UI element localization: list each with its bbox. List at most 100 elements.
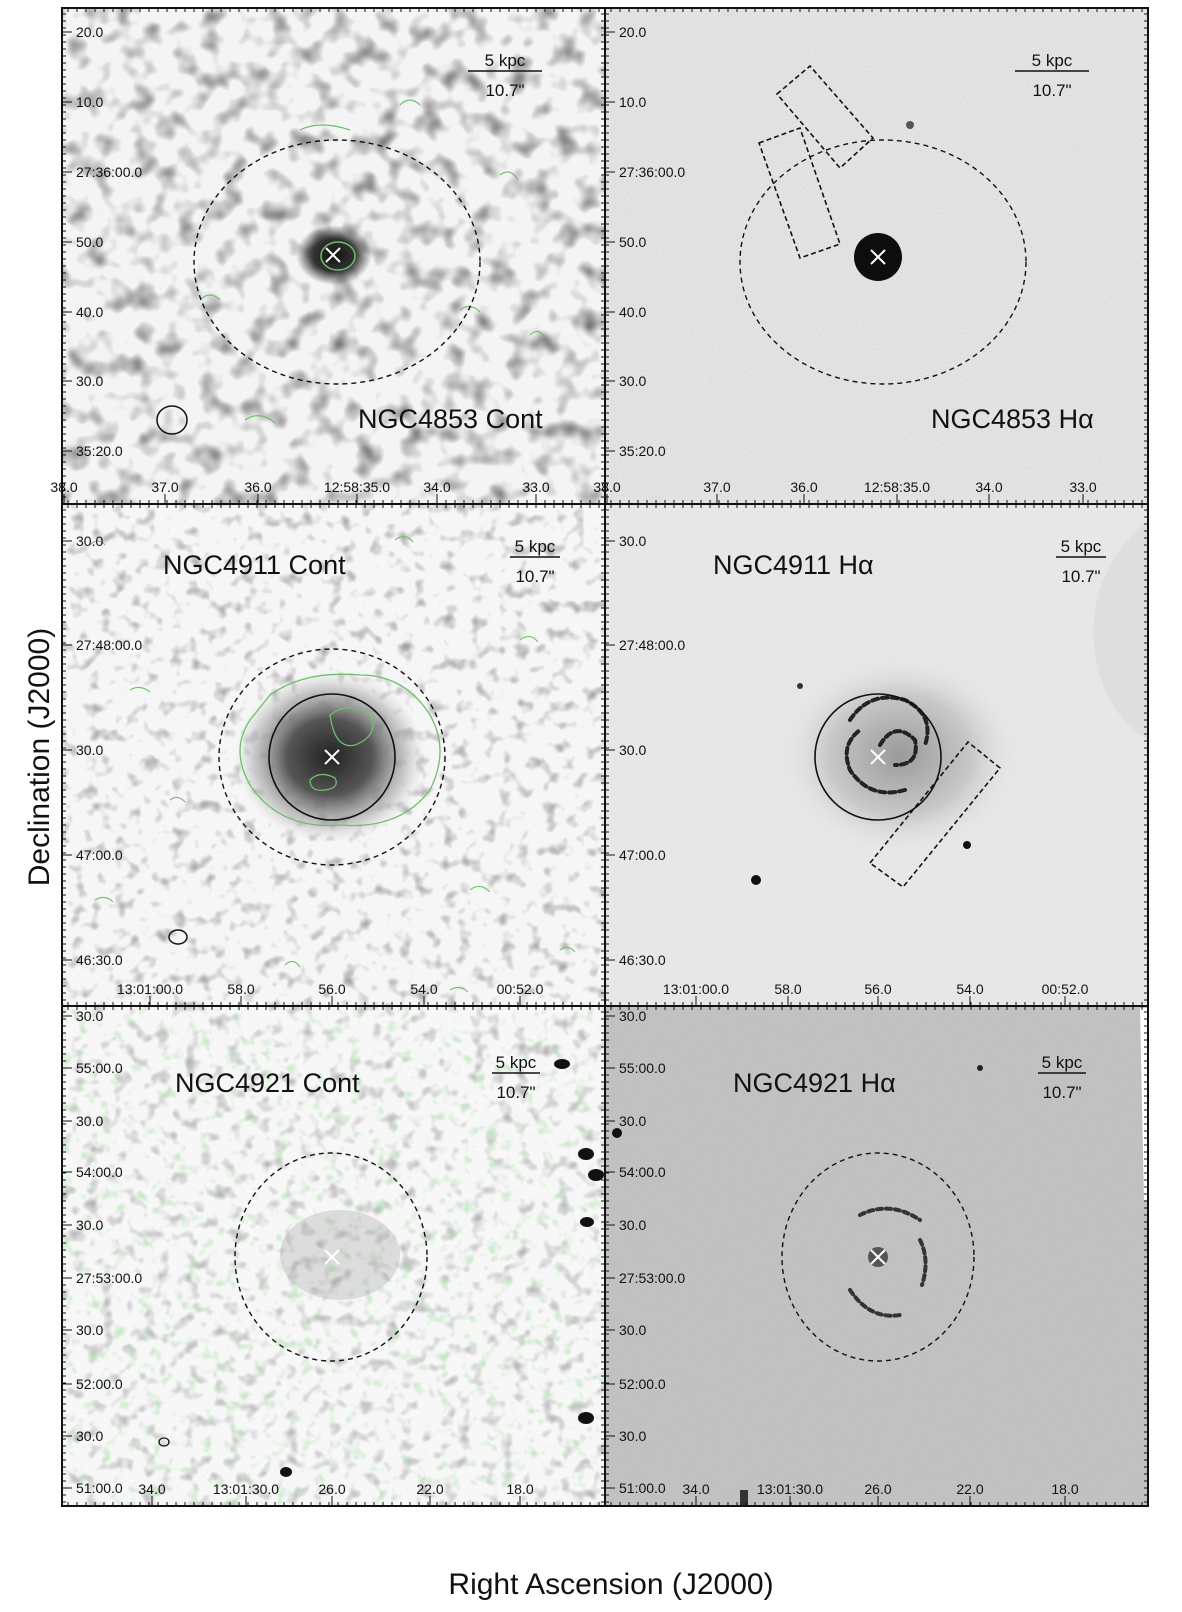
dec-tick-label: 10.0 [76,94,103,110]
scalebar-arcsec-ngc4911-ha: 10.7" [1061,567,1100,586]
ra-tick-label: 58.0 [227,981,254,997]
ra-tick-label: 12:58:35.0 [324,479,390,495]
dec-tick-label: 27:53:00.0 [76,1270,142,1286]
dec-tick-label: 46:30.0 [619,952,666,968]
ra-tick-label: 18.0 [506,1481,533,1497]
dec-tick-label: 30.0 [619,1113,646,1129]
ra-tick-label: 58.0 [774,981,801,997]
dec-tick-label: 52:00.0 [76,1376,123,1392]
cross-ngc4853-ha [870,249,886,265]
dashed-box-lower-ngc4853-ha [757,126,842,260]
cross-ngc4911-cont [324,749,340,765]
ra-tick-label: 56.0 [318,981,345,997]
scalebar-arcsec-ngc4853-cont: 10.7" [485,81,524,100]
beam-ngc4853-cont [156,405,188,435]
ra-tick-label: 38.0 [50,479,77,495]
panel-label-ngc4921-ha: NGC4921 Hα [733,1068,896,1098]
scalebar-arcsec-ngc4921-ha: 10.7" [1042,1083,1081,1102]
dec-tick-label: 30.0 [619,373,646,389]
dashed-box-ngc4911-ha [868,740,1002,889]
ra-tick-label: 34.0 [682,1481,709,1497]
ra-tick-label: 36.0 [244,479,271,495]
dashed-box-upper-ngc4853-ha [775,64,875,170]
scalebar-kpc-ngc4911-ha: 5 kpc [1061,537,1102,556]
dec-tick-label: 47:00.0 [619,847,666,863]
ra-tick-label: 34.0 [975,479,1002,495]
ra-tick-label: 26.0 [864,1481,891,1497]
ra-tick-label: 38.0 [593,479,620,495]
cross-ngc4911-ha [870,749,886,765]
dashed-ellipse-ngc4921-cont [234,1152,428,1362]
scalebar-arcsec-ngc4921-cont: 10.7" [496,1083,535,1102]
scalebar-kpc-ngc4921-ha: 5 kpc [1042,1053,1083,1072]
dec-tick-label: 40.0 [76,304,103,320]
cross-ngc4921-ha [870,1249,886,1265]
y-axis-title: Declination (J2000) [23,627,56,887]
dec-tick-label: 30.0 [76,1113,103,1129]
ra-tick-label: 37.0 [151,479,178,495]
scalebar-kpc-ngc4911-cont: 5 kpc [515,537,556,556]
dec-tick-label: 20.0 [76,24,103,40]
scalebar-kpc-ngc4921-cont: 5 kpc [496,1053,537,1072]
dec-tick-label: 30.0 [619,1322,646,1338]
panel-label-ngc4853-cont: NGC4853 Cont [358,404,543,434]
dec-tick-label: 30.0 [76,1322,103,1338]
dec-tick-label: 30.0 [619,742,646,758]
dec-tick-label: 50.0 [619,234,646,250]
dec-tick-label: 54:00.0 [76,1164,123,1180]
cross-ngc4853-cont [325,247,341,263]
dec-tick-label: 30.0 [76,742,103,758]
dec-tick-label: 35:20.0 [76,443,123,459]
panel-label-ngc4911-ha: NGC4911 Hα [713,550,874,580]
dec-tick-label: 50.0 [76,234,103,250]
dec-tick-label: 51:00.0 [619,1480,666,1496]
dec-tick-label: 27:36:00.0 [76,164,142,180]
dec-tick-label: 55:00.0 [619,1060,666,1076]
ra-tick-label: 26.0 [318,1481,345,1497]
dashed-ellipse-ngc4853-cont [193,139,481,385]
dec-tick-label: 52:00.0 [619,1376,666,1392]
cross-ngc4921-cont [324,1249,340,1265]
ra-tick-label: 56.0 [864,981,891,997]
ra-tick-label: 13:01:00.0 [117,981,183,997]
ra-tick-label: 37.0 [703,479,730,495]
dec-tick-label: 27:53:00.0 [619,1270,685,1286]
ra-tick-label: 22.0 [956,1481,983,1497]
dec-tick-label: 54:00.0 [619,1164,666,1180]
panel-label-ngc4921-cont: NGC4921 Cont [175,1068,360,1098]
overlays [156,64,1027,1447]
dashed-ellipse-ngc4921-ha [781,1152,975,1362]
dashed-ellipse-ngc4911-cont [218,648,446,866]
ra-tick-label: 33.0 [522,479,549,495]
scalebar-lines [468,70,1106,1074]
dec-tick-label: 30.0 [619,1217,646,1233]
dec-tick-label: 30.0 [76,1217,103,1233]
scalebar-kpc-ngc4853-cont: 5 kpc [485,51,526,70]
panel-image-ngc4911-cont [62,504,605,1006]
dec-tick-label: 46:30.0 [76,952,123,968]
ra-tick-label: 22.0 [416,1481,443,1497]
panel-label-ngc4911-cont: NGC4911 Cont [163,550,346,580]
ra-tick-label: 33.0 [1069,479,1096,495]
ra-tick-label: 00:52.0 [497,981,544,997]
dec-tick-label: 30.0 [76,1428,103,1444]
dec-tick-label: 30.0 [619,533,646,549]
dec-tick-label: 30.0 [76,373,103,389]
ra-tick-label: 34.0 [423,479,450,495]
scalebar-arcsec-ngc4853-ha: 10.7" [1032,81,1071,100]
ra-tick-label: 54.0 [956,981,983,997]
dec-tick-label: 30.0 [76,1008,103,1024]
dec-tick-label: 55:00.0 [76,1060,123,1076]
scalebar-arcsec-ngc4911-cont: 10.7" [515,567,554,586]
ra-tick-label: 36.0 [790,479,817,495]
dec-tick-label: 27:48:00.0 [76,637,142,653]
scalebar-kpc-ngc4853-ha: 5 kpc [1032,51,1073,70]
dec-tick-label: 30.0 [619,1008,646,1024]
ra-tick-label: 00:52.0 [1042,981,1089,997]
ra-tick-label: 13:01:30.0 [213,1481,279,1497]
dec-tick-label: 51:00.0 [76,1480,123,1496]
dec-tick-label: 27:36:00.0 [619,164,685,180]
axis-ticks [62,8,1148,1506]
x-axis-title: Right Ascension (J2000) [448,1568,774,1601]
